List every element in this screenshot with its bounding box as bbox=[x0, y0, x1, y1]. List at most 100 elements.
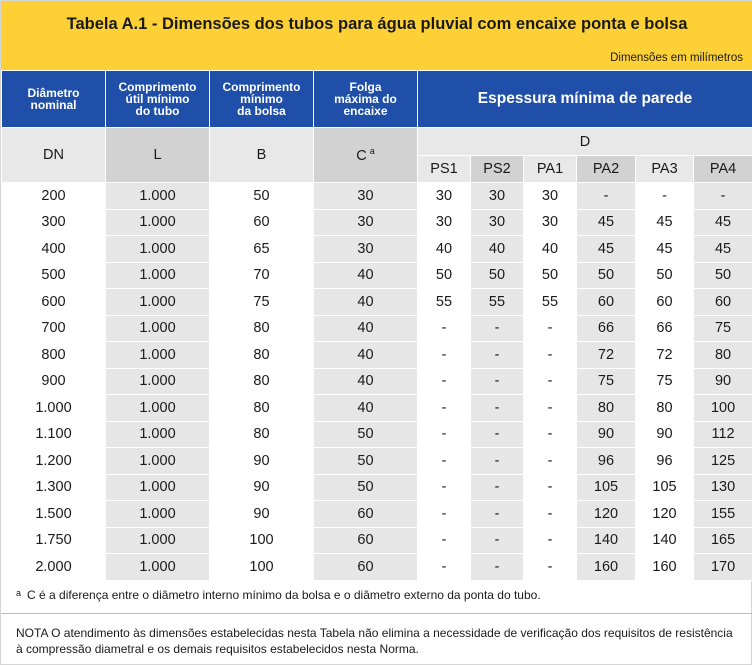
table-row: 500 1.000 70 40 50 50 50 50 50 50 bbox=[1, 261, 752, 289]
table-cell: - bbox=[470, 341, 524, 369]
class-pa3: PA3 bbox=[635, 155, 694, 183]
table-cell: 45 bbox=[635, 208, 694, 236]
table-cell: 65 bbox=[209, 235, 314, 263]
table-cell: 1.000 bbox=[105, 288, 210, 316]
table-cell: - bbox=[417, 447, 471, 475]
table-cell: - bbox=[470, 420, 524, 448]
table-cell: 90 bbox=[692, 367, 752, 395]
header-espessura: Espessura mínima de parede bbox=[416, 70, 752, 128]
table-cell: 1.000 bbox=[105, 473, 210, 501]
table-cell: - bbox=[470, 314, 524, 342]
symbol-d: D bbox=[416, 127, 752, 156]
table-cell: - bbox=[470, 367, 524, 395]
table-cell: 75 bbox=[576, 367, 636, 395]
table-cell: 105 bbox=[635, 473, 694, 501]
table-cell: - bbox=[523, 553, 577, 581]
table-cell: - bbox=[470, 447, 524, 475]
table-cell: 130 bbox=[692, 473, 752, 501]
table-cell: 60 bbox=[313, 526, 418, 554]
table-row: 1.500 1.000 90 60- - -120 120 155 bbox=[1, 500, 752, 528]
table-cell: 170 bbox=[692, 553, 752, 581]
table-cell: 1.000 bbox=[105, 394, 210, 422]
table-cell: 1.000 bbox=[105, 500, 210, 528]
table-row: 600 1.000 75 40 55 55 55 60 60 60 bbox=[1, 288, 752, 316]
table-cell: 160 bbox=[576, 553, 636, 581]
table-cell: 40 bbox=[313, 394, 418, 422]
table-cell: 45 bbox=[635, 235, 694, 263]
table-cell: 66 bbox=[576, 314, 636, 342]
note: NOTA O atendimento às dimensões estabele… bbox=[16, 626, 733, 656]
table-cell: 80 bbox=[209, 394, 314, 422]
table-cell: 112 bbox=[692, 420, 752, 448]
header-l: Comprimento útil mínimo do tubo bbox=[105, 70, 210, 128]
table-cell: 45 bbox=[692, 235, 752, 263]
table-cell: 45 bbox=[692, 208, 752, 236]
table-cell: 40 bbox=[313, 288, 418, 316]
table-cell: 75 bbox=[635, 367, 694, 395]
table-cell: 30 bbox=[470, 208, 524, 236]
class-ps2: PS2 bbox=[470, 155, 524, 183]
table-cell: - bbox=[417, 526, 471, 554]
table-cell: - bbox=[523, 341, 577, 369]
class-header-row: PS1 PS2 PA1 PA2 PA3 PA4 bbox=[2, 155, 752, 183]
table-cell: 50 bbox=[692, 261, 752, 289]
table-row: 400 1.000 65 30 40 40 40 45 45 45 bbox=[1, 235, 752, 263]
table-cell: 165 bbox=[692, 526, 752, 554]
table-cell: 50 bbox=[417, 261, 471, 289]
class-ps1: PS1 bbox=[417, 155, 471, 183]
table-cell: 1.000 bbox=[105, 182, 210, 210]
table-cell: 90 bbox=[209, 473, 314, 501]
table-cell: 75 bbox=[692, 314, 752, 342]
table-cell: 140 bbox=[635, 526, 694, 554]
table-cell: 55 bbox=[417, 288, 471, 316]
table-row: 1.200 1.000 90 50- - -96 96 125 bbox=[1, 447, 752, 475]
table-cell: 90 bbox=[209, 447, 314, 475]
table-cell: 66 bbox=[635, 314, 694, 342]
table-cell: - bbox=[576, 182, 636, 210]
table-cell: - bbox=[523, 526, 577, 554]
table-title: Tabela A.1 - Dimensões dos tubos para ág… bbox=[66, 15, 688, 33]
table-cell: 30 bbox=[523, 182, 577, 210]
symbol-dn: DN bbox=[1, 127, 106, 183]
table-cell: 400 bbox=[1, 235, 106, 263]
table-cell: 45 bbox=[576, 208, 636, 236]
table-cell: 70 bbox=[209, 261, 314, 289]
table-cell: 600 bbox=[1, 288, 106, 316]
table-cell: 30 bbox=[313, 208, 418, 236]
header-c: Folga máxima do encaixe bbox=[313, 70, 418, 128]
table-cell: 80 bbox=[576, 394, 636, 422]
table-cell: 60 bbox=[635, 288, 694, 316]
table-row: 1.750 1.000 100 60- - -140 140 165 bbox=[1, 526, 752, 554]
table-cell: - bbox=[470, 473, 524, 501]
table-cell: 50 bbox=[470, 261, 524, 289]
table-cell: 1.000 bbox=[105, 341, 210, 369]
table-cell: 72 bbox=[576, 341, 636, 369]
table-cell: 1.000 bbox=[105, 261, 210, 289]
table-cell: 30 bbox=[313, 182, 418, 210]
table-cell: - bbox=[417, 394, 471, 422]
table-cell: 90 bbox=[209, 500, 314, 528]
table-cell: 60 bbox=[209, 208, 314, 236]
table-cell: 50 bbox=[313, 447, 418, 475]
table-cell: - bbox=[417, 553, 471, 581]
header-b: Comprimento mínimo da bolsa bbox=[209, 70, 314, 128]
table-cell: 80 bbox=[209, 367, 314, 395]
table-cell: 30 bbox=[417, 182, 471, 210]
table-cell: 105 bbox=[576, 473, 636, 501]
table-row: 800 1.000 80 40- - -72 72 80 bbox=[1, 341, 752, 369]
table-cell: 80 bbox=[209, 314, 314, 342]
table-cell: - bbox=[523, 473, 577, 501]
table-cell: 140 bbox=[576, 526, 636, 554]
table-cell: 40 bbox=[417, 235, 471, 263]
table-cell: - bbox=[470, 394, 524, 422]
table-cell: 120 bbox=[635, 500, 694, 528]
symbol-c-footnote-mark: a bbox=[369, 146, 375, 157]
units-note: Dimensões em milímetros bbox=[610, 52, 743, 64]
table-cell: 100 bbox=[209, 526, 314, 554]
symbol-l: L bbox=[105, 127, 210, 183]
table-cell: 1.300 bbox=[1, 473, 106, 501]
table-cell: 2.000 bbox=[1, 553, 106, 581]
footnote: a C é a diferença entre o diâmetro intern… bbox=[16, 588, 541, 602]
table-cell: 45 bbox=[576, 235, 636, 263]
table-row: 1.000 1.000 80 40- - -80 80 100 bbox=[1, 394, 752, 422]
